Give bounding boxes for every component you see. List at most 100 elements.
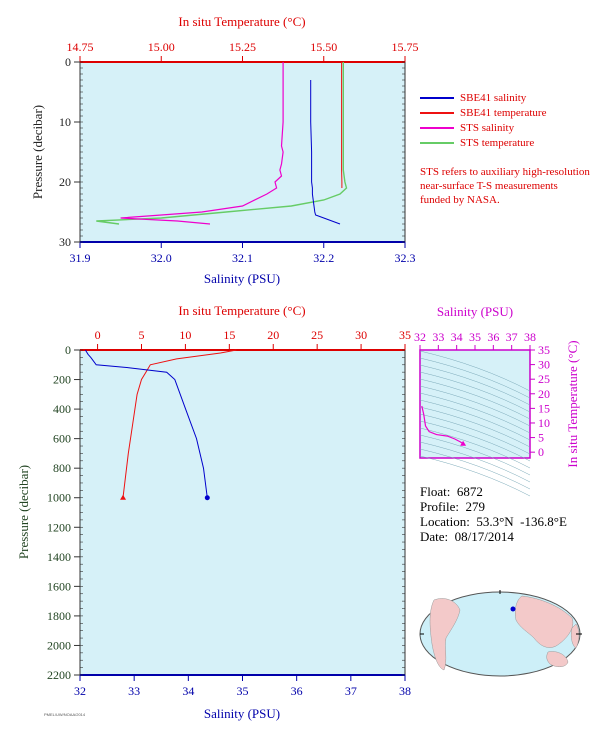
ts-right-axis-label: In situ Temperature (°C)	[565, 340, 580, 467]
panel2-bottom-tick-label: 38	[399, 684, 411, 698]
panel2-left-tick-label: 800	[53, 461, 71, 475]
legend-label: STS salinity	[460, 122, 515, 134]
ts-density-contours	[419, 350, 531, 497]
density-contour	[419, 364, 531, 406]
panel2-left-tick-label: 1400	[47, 550, 71, 564]
sts-temperature-line	[96, 62, 348, 225]
ts-top-tick-label: 34	[451, 330, 463, 344]
ts-top-tick-label: 33	[432, 330, 444, 344]
density-contour	[419, 371, 531, 413]
ts-right-tick-label: 0	[538, 445, 544, 459]
profile-info: Profile: 279	[420, 499, 485, 515]
panel2-left-tick-label: 2000	[47, 638, 71, 652]
panel2-bottom-tick-label: 34	[182, 684, 194, 698]
legend-item-sts-temperature: STS temperature	[420, 137, 534, 149]
density-contour	[419, 385, 531, 427]
panel2-plot-area	[79, 349, 406, 676]
sts-salinity-line	[120, 62, 284, 225]
panel1-bottom-tick-label: 32.0	[151, 251, 172, 265]
panel1-bottom-tick-label: 32.1	[232, 251, 253, 265]
ts-right-tick-label: 25	[538, 372, 550, 386]
location-value: 53.3°N -136.8°E	[476, 514, 567, 529]
panel1-top-tick-label: 15.00	[148, 40, 175, 54]
ts-top-tick-label: 35	[469, 330, 481, 344]
density-contour	[419, 420, 531, 462]
legend-swatch	[420, 112, 454, 114]
salinity-profile-line	[84, 349, 208, 498]
ts-right-tick-label: 5	[538, 431, 544, 445]
location-info: Location: 53.3°N -136.8°E	[420, 514, 567, 530]
panel1-top-tick-label: 14.75	[67, 40, 94, 54]
panel2-top-tick-label: 30	[355, 328, 367, 342]
density-contour	[419, 357, 531, 399]
panel1-bottom-axis-label: Salinity (PSU)	[204, 271, 280, 286]
panel2-left-tick-label: 1800	[47, 609, 71, 623]
panel2-top-tick-label: 5	[138, 328, 144, 342]
ts-right-tick-label: 30	[538, 358, 550, 372]
ts-top-tick-label: 38	[524, 330, 536, 344]
legend-label: SBE41 temperature	[460, 107, 547, 119]
panel2-left-tick-label: 1200	[47, 520, 71, 534]
panel2-top-tick-label: 10	[179, 328, 191, 342]
panel2-top-tick-label: 25	[311, 328, 323, 342]
panel1-plot-area	[79, 61, 406, 243]
panel2-bottom-tick-label: 32	[74, 684, 86, 698]
ts-top-tick-label: 37	[506, 330, 518, 344]
temperature-profile-line	[122, 349, 237, 498]
panel2-bottom-tick-label: 33	[128, 684, 140, 698]
panel2-left-tick-label: 1600	[47, 579, 71, 593]
panel1-bottom-tick-label: 32.2	[313, 251, 334, 265]
credit-text: PMEL/UW/NOAA/2014	[44, 712, 86, 717]
ts-end-marker	[460, 440, 467, 446]
panel2-left-tick-label: 0	[65, 343, 71, 357]
density-contour	[419, 399, 531, 441]
location-label: Location:	[420, 514, 470, 529]
density-contour	[419, 441, 531, 483]
salinity-end-marker	[204, 495, 210, 501]
panel2-top-tick-label: 0	[95, 328, 101, 342]
ts-curve	[421, 405, 464, 445]
density-contour	[419, 434, 531, 476]
density-contour	[419, 392, 531, 434]
land-africa	[570, 623, 580, 649]
panel1-top-tick-label: 15.25	[229, 40, 256, 54]
world-map	[419, 590, 582, 677]
ts-top-tick-label: 36	[487, 330, 499, 344]
legend-swatch	[420, 142, 454, 144]
panel2-bottom-tick-label: 36	[291, 684, 303, 698]
density-contour	[419, 455, 531, 497]
ts-right-tick-label: 20	[538, 387, 550, 401]
panel1-top-tick-label: 15.50	[310, 40, 337, 54]
legend-swatch	[420, 97, 454, 99]
panel2-left-tick-label: 400	[53, 402, 71, 416]
land-americas	[429, 598, 461, 671]
ts-right-tick-label: 10	[538, 416, 550, 430]
float-info: Float: 6872	[420, 484, 483, 500]
density-contour	[419, 378, 531, 420]
ts-top-tick-label: 32	[414, 330, 426, 344]
legend-item-sbe41-salinity: SBE41 salinity	[420, 92, 526, 104]
panel2-bottom-tick-label: 37	[345, 684, 357, 698]
float-location-marker	[510, 606, 516, 612]
panel1-left-tick-label: 10	[59, 115, 71, 129]
date-label: Date:	[420, 529, 449, 544]
land-australia	[546, 651, 569, 667]
density-contour	[419, 448, 531, 490]
panel1-left-tick-label: 20	[59, 175, 71, 189]
panel2-top-axis-label: In situ Temperature (°C)	[178, 303, 305, 318]
date-value: 08/17/2014	[454, 529, 514, 544]
panel2-bottom-axis-label: Salinity (PSU)	[204, 706, 280, 721]
panel2-left-tick-label: 200	[53, 373, 71, 387]
panel2-left-axis-label: Pressure (decibar)	[16, 465, 31, 559]
legend-label: STS temperature	[460, 137, 535, 149]
legend-label: SBE41 salinity	[460, 92, 527, 104]
profile-label: Profile:	[420, 499, 459, 514]
float-value: 6872	[456, 484, 483, 499]
ts-right-tick-label: 35	[538, 343, 550, 357]
panel1-left-axis-label: Pressure (decibar)	[30, 105, 45, 199]
panel1-left-tick-label: 30	[59, 235, 71, 249]
legend-item-sbe41-temperature: SBE41 temperature	[420, 107, 546, 119]
ts-plot-area	[419, 349, 531, 459]
density-contour	[419, 413, 531, 455]
